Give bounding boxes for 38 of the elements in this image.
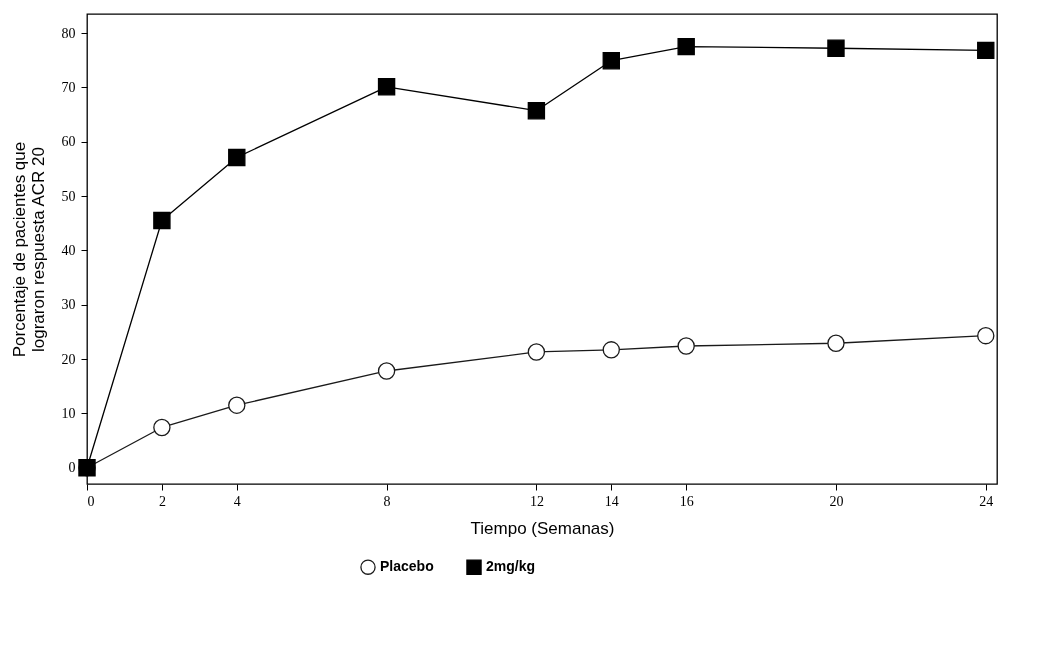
legend-label: Placebo [380,558,434,575]
point [827,334,845,352]
point [377,78,396,96]
point [527,343,546,361]
point [977,326,995,345]
point [602,52,620,70]
point [827,39,845,57]
point [377,362,396,380]
point [228,396,246,414]
y-tick-label: 60 [61,134,76,150]
y-tick-label: 20 [61,351,76,367]
x-tick-label: 8 [383,493,391,509]
x-tick-label: 2 [158,493,166,509]
x-tick-label: 16 [679,493,694,509]
point [977,41,995,60]
point [527,102,546,120]
x-tick-label: 0 [87,493,95,509]
x-tick-label: 24 [979,493,994,509]
y-tick-label: 40 [61,242,76,258]
y-tick-label: 0 [68,460,76,476]
point [677,337,695,355]
y-tick-label: 80 [61,25,76,41]
x-tick-label: 12 [529,493,544,509]
y-tick-label: 70 [61,79,76,95]
point [153,211,171,230]
x-axis-title: Tiempo (Semanas) [470,518,615,538]
x-tick-label: 4 [233,493,241,509]
y-tick-label: 30 [61,297,76,313]
point [677,37,695,56]
x-tick-label: 14 [604,493,619,509]
point [228,148,246,167]
point [153,418,171,437]
x-tick-label: 20 [829,493,844,509]
point [602,341,620,359]
legend-label: 2mg/kg [486,558,536,575]
y-tick-label: 10 [61,405,76,421]
y-tick-label: 50 [61,188,76,204]
y-axis-title: Porcentaje de pacientes que lograron respuesta ACR 20 [9,141,48,358]
